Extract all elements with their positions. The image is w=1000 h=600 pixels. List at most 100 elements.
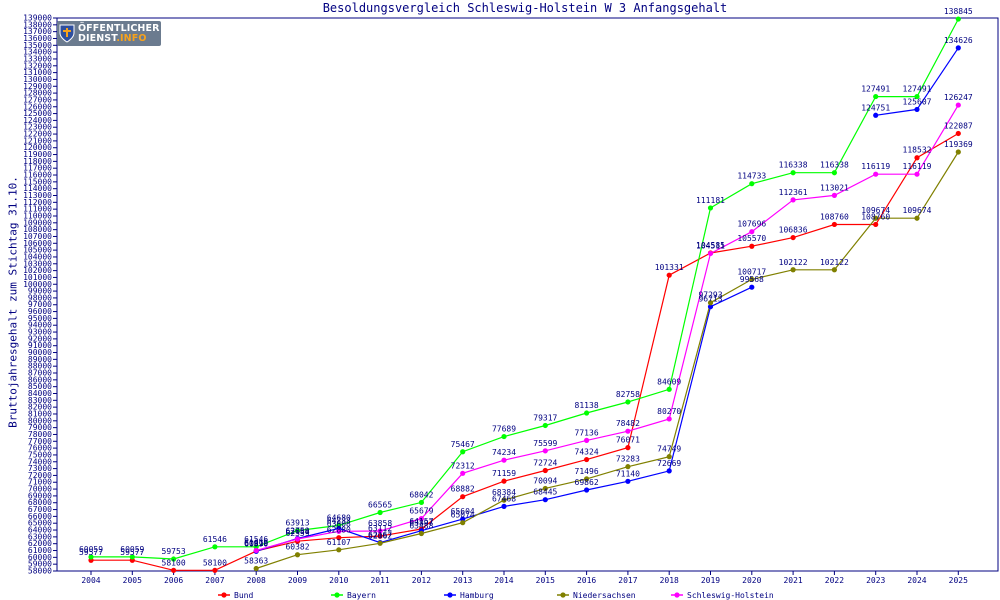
y-tick-label: 58000 — [28, 567, 52, 576]
data-label-bund: 68882 — [451, 485, 475, 494]
data-point-bund — [542, 467, 548, 474]
series-line-bund — [91, 132, 959, 571]
data-label-bund: 71159 — [492, 469, 516, 478]
data-label-schleswig-holstein: 72312 — [451, 461, 475, 470]
data-point-niedersachsen — [831, 267, 838, 273]
data-point-bund — [749, 243, 755, 249]
logo-text-accent: .INFO — [116, 33, 147, 44]
data-point-niedersachsen — [873, 215, 879, 221]
x-tick-label: 2009 — [288, 576, 307, 585]
y-tick-label: 109000 — [23, 218, 52, 227]
data-point-bayern — [584, 410, 590, 416]
series-points — [88, 16, 961, 573]
legend-marker-bund — [221, 592, 227, 598]
y-tick-label: 86000 — [28, 375, 52, 384]
data-label-niedersachsen: 68384 — [492, 488, 516, 497]
data-point-hamburg — [501, 503, 507, 509]
data-label-bayern: 116338 — [820, 161, 849, 170]
data-point-niedersachsen — [418, 530, 424, 537]
data-label-niedersachsen: 102122 — [820, 258, 849, 267]
data-label-niedersachsen: 61107 — [327, 538, 351, 547]
data-point-bayern — [873, 93, 879, 100]
y-tick-label: 112000 — [23, 198, 52, 207]
y-tick-label: 127000 — [23, 95, 52, 104]
y-tick-label: 136000 — [23, 34, 52, 43]
y-tick-label: 132000 — [23, 61, 52, 70]
legend-label-schleswig-holstein: Schleswig-Holstein — [687, 591, 774, 600]
y-tick-label: 85000 — [28, 382, 52, 391]
data-label-hamburg: 134626 — [944, 36, 973, 45]
data-label-bayern: 63913 — [285, 519, 309, 528]
data-point-bayern — [914, 93, 920, 100]
data-point-niedersachsen — [955, 149, 961, 155]
data-label-niedersachsen: 100717 — [737, 267, 766, 276]
legend-marker-niedersachsen — [560, 592, 566, 598]
data-point-bund — [377, 533, 383, 539]
data-label-bayern: 116338 — [779, 161, 808, 170]
data-point-niedersachsen — [707, 300, 714, 306]
x-tick-label: 2020 — [742, 576, 761, 585]
x-tick-label: 2010 — [329, 576, 348, 585]
y-tick-label: 110000 — [23, 211, 52, 220]
data-point-bund — [955, 130, 961, 137]
data-point-schleswig-holstein — [294, 536, 301, 542]
data-label-hamburg: 124751 — [861, 103, 890, 112]
data-label-niedersachsen: 102122 — [779, 258, 808, 267]
x-tick-label: 2013 — [453, 576, 472, 585]
y-tick-label: 125000 — [23, 109, 52, 118]
y-tick-label: 118000 — [23, 157, 52, 166]
data-point-schleswig-holstein — [831, 192, 838, 198]
data-label-hamburg: 72669 — [657, 459, 681, 468]
data-label-schleswig-holstein: 116119 — [903, 162, 932, 171]
data-label-bund: 59577 — [120, 548, 144, 557]
x-tick-label: 2016 — [577, 576, 596, 585]
y-tick-label: 107000 — [23, 232, 52, 241]
data-label-hamburg: 68445 — [533, 488, 557, 497]
data-label-bayern: 60059 — [120, 545, 144, 554]
y-tick-label: 80000 — [28, 416, 52, 425]
legend-label-hamburg: Hamburg — [460, 591, 494, 600]
logo-text-main: DIENST — [78, 33, 117, 44]
data-label-bayern: 68042 — [409, 490, 433, 499]
y-tick-label: 74000 — [28, 457, 52, 466]
data-label-hamburg: 60890 — [244, 539, 268, 548]
data-point-hamburg — [749, 284, 755, 290]
data-point-schleswig-holstein — [625, 428, 631, 434]
x-tick-label: 2004 — [81, 576, 100, 585]
data-point-bayern — [831, 170, 838, 176]
data-label-schleswig-holstein: 113021 — [820, 183, 849, 192]
y-tick-label: 99000 — [28, 287, 52, 296]
y-tick-label: 78000 — [28, 430, 52, 439]
y-tick-label: 94000 — [28, 321, 52, 330]
y-tick-label: 62000 — [28, 539, 52, 548]
y-tick-label: 121000 — [23, 136, 52, 145]
data-label-bayern: 127491 — [903, 85, 932, 94]
data-point-bayern — [171, 556, 177, 562]
data-label-bund: 62359 — [285, 529, 309, 538]
data-point-schleswig-holstein — [336, 528, 342, 534]
data-point-schleswig-holstein — [418, 515, 424, 522]
data-point-hamburg — [542, 497, 548, 503]
x-tick-label: 2024 — [907, 576, 926, 585]
y-tick-label: 82000 — [28, 403, 52, 412]
y-tick-label: 124000 — [23, 116, 52, 125]
legend-label-bund: Bund — [234, 591, 253, 600]
x-tick-label: 2019 — [701, 576, 720, 585]
y-tick-label: 59000 — [28, 560, 52, 569]
x-tick-label: 2014 — [494, 576, 513, 585]
data-label-bayern: 59753 — [162, 547, 186, 556]
chart-title: Besoldungsvergleich Schleswig-Holstein W… — [322, 1, 728, 15]
data-label-bund: 122087 — [944, 121, 973, 130]
legend-marker-schleswig-holstein — [674, 592, 680, 598]
data-label-hamburg: 71140 — [616, 469, 640, 478]
data-point-bund — [460, 494, 466, 500]
y-tick-label: 129000 — [23, 82, 52, 91]
data-label-schleswig-holstein: 75599 — [533, 439, 557, 448]
data-point-schleswig-holstein — [955, 102, 961, 108]
x-tick-label: 2012 — [412, 576, 431, 585]
data-label-bayern: 82758 — [616, 390, 640, 399]
y-tick-label: 91000 — [28, 341, 52, 350]
data-point-bayern — [460, 449, 466, 455]
y-tick-label: 97000 — [28, 300, 52, 309]
data-point-hamburg — [666, 468, 672, 474]
